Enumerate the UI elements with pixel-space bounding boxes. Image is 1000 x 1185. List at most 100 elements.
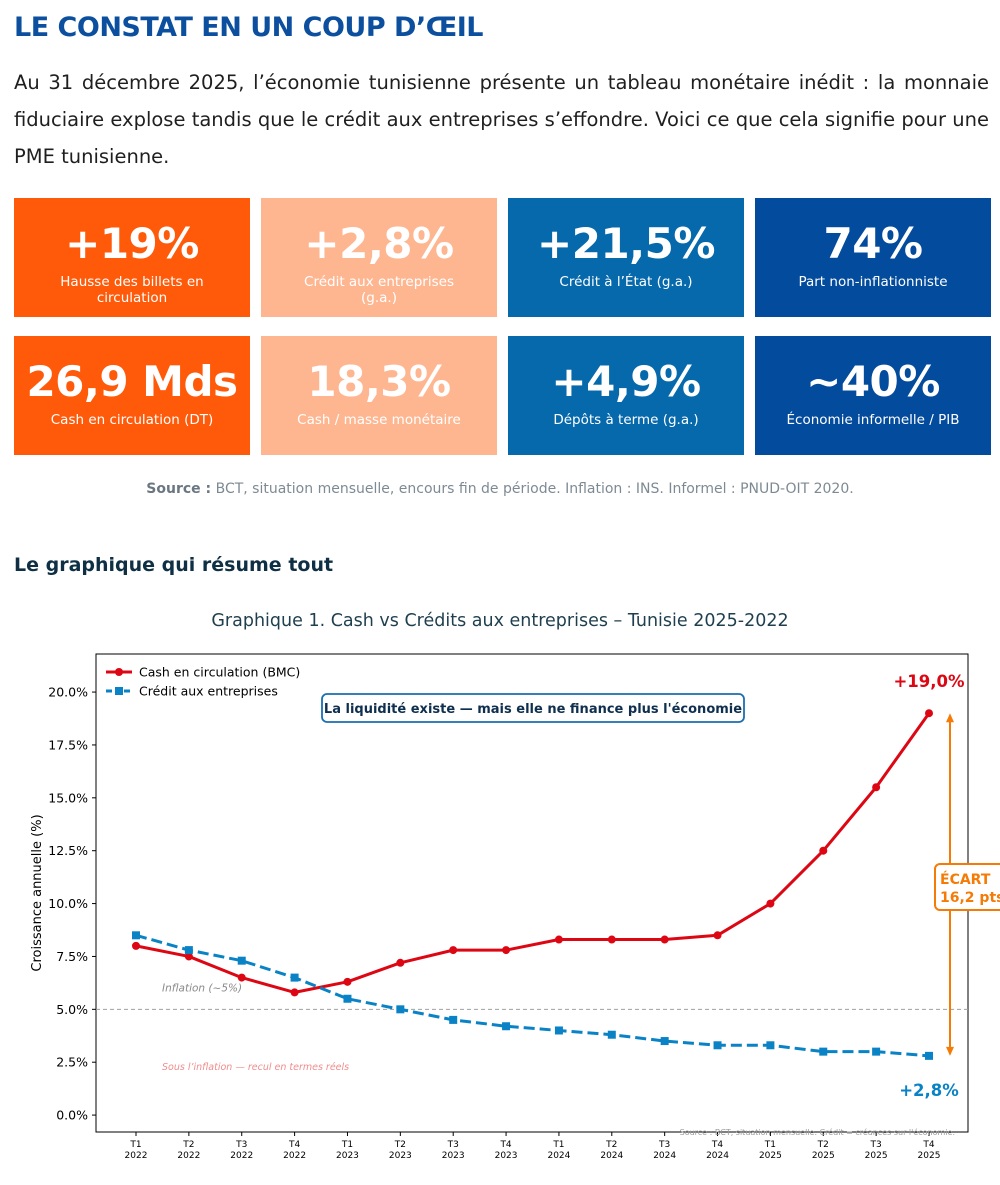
cash-data-point — [660, 935, 669, 944]
credit-data-point — [237, 956, 246, 965]
x-tick-label-year: 2024 — [653, 1151, 676, 1161]
cash-data-point — [132, 941, 140, 950]
x-tick-label-year: 2025 — [812, 1151, 835, 1161]
section-subtitle: Le graphique qui résume tout — [14, 554, 334, 576]
x-tick-label-year: 2022 — [125, 1151, 148, 1161]
cash-data-point — [554, 935, 563, 944]
x-tick-label-year: 2023 — [389, 1151, 412, 1161]
cash-data-point — [819, 846, 828, 855]
credit-data-point — [554, 1026, 563, 1035]
kpi-value: +2,8% — [304, 219, 454, 268]
cash-data-point — [237, 973, 246, 982]
cash-data-point — [396, 958, 405, 967]
x-tick-label-year: 2025 — [759, 1151, 782, 1161]
kpi-label: Dépôts à terme (g.a.) — [553, 412, 699, 428]
credit-data-point — [343, 994, 352, 1003]
below-inflation-note: Sous l’inflation — recul en termes réels — [162, 1062, 349, 1073]
end-label-credit: +2,8% — [899, 1081, 959, 1100]
credit-data-point — [819, 1047, 828, 1056]
kpi-label: Crédit aux entreprises (g.a.) — [304, 274, 454, 306]
callout-text: La liquidité existe — mais elle ne finan… — [324, 702, 742, 717]
x-tick-label-quarter: T3 — [658, 1140, 670, 1150]
y-tick-label: 5.0% — [56, 1002, 88, 1017]
cash-data-point — [925, 709, 933, 718]
gap-label-line2: 16,2 pts — [940, 890, 1000, 906]
cash-data-point — [502, 946, 511, 955]
chart-source-note: Source : BCT, situation mensuelle. Crédi… — [680, 1127, 955, 1137]
x-tick-label-year: 2025 — [865, 1151, 888, 1161]
gap-arrow-head-top — [946, 713, 954, 723]
x-tick-label-quarter: T3 — [235, 1140, 247, 1150]
x-tick-label-quarter: T1 — [341, 1140, 353, 1150]
intro-paragraph: Au 31 décembre 2025, l’économie tunisien… — [14, 71, 989, 168]
x-tick-label-quarter: T4 — [288, 1140, 300, 1150]
kpi-label: Crédit à l’État (g.a.) — [559, 274, 693, 290]
credit-data-point — [290, 973, 299, 982]
kpi-card: 74% Part non-inflationniste — [755, 198, 991, 317]
kpi-card: +2,8% Crédit aux entreprises (g.a.) — [261, 198, 497, 317]
x-tick-label-year: 2024 — [547, 1151, 570, 1161]
x-tick-label-quarter: T2 — [182, 1140, 194, 1150]
source-label: Source : — [146, 481, 212, 497]
cash-series-line — [135, 712, 931, 994]
credit-data-point — [607, 1030, 616, 1039]
y-tick-label: 20.0% — [48, 685, 88, 700]
kpi-value: 26,9 Mds — [26, 357, 238, 406]
kpi-label: Économie informelle / PIB — [786, 412, 960, 428]
kpi-label: Part non-inflationniste — [798, 274, 948, 290]
credit-data-point — [766, 1041, 775, 1050]
y-tick-label: 2.5% — [56, 1055, 88, 1070]
x-tick-label-year: 2022 — [177, 1151, 200, 1161]
credit-data-point — [396, 1005, 405, 1014]
x-tick-label-quarter: T2 — [394, 1140, 406, 1150]
gap-label-box — [934, 863, 1000, 911]
credit-data-point — [713, 1041, 722, 1050]
cash-data-point — [343, 977, 352, 986]
kpi-label: Cash / masse monétaire — [297, 412, 461, 428]
y-tick-label: 12.5% — [48, 843, 88, 858]
cash-data-point — [872, 783, 881, 792]
kpi-value: 18,3% — [307, 357, 451, 406]
legend-marker — [115, 668, 123, 676]
credit-data-point — [184, 946, 193, 955]
credit-data-point — [449, 1015, 458, 1024]
plot-frame — [95, 653, 969, 1133]
credit-series-line — [135, 933, 930, 1058]
credit-data-point — [925, 1051, 933, 1060]
x-tick-label-quarter: T1 — [129, 1140, 141, 1150]
cash-data-point — [449, 946, 458, 955]
x-tick-label-quarter: T3 — [870, 1140, 882, 1150]
kpi-grid: +19% Hausse des billets en circulation +2,… — [14, 198, 992, 455]
y-tick-label: 17.5% — [48, 737, 88, 752]
source-note: Source : BCT, situation mensuelle, encou… — [0, 481, 1000, 497]
credit-data-point — [132, 931, 140, 940]
x-tick-label-quarter: T4 — [499, 1140, 511, 1150]
page-title: LE CONSTAT EN UN COUP D’ŒIL — [14, 12, 483, 43]
kpi-value: +19% — [65, 219, 199, 268]
y-tick-label: 15.0% — [48, 790, 88, 805]
inflation-label: Inflation (~5%) — [162, 982, 242, 994]
chart-title: Graphique 1. Cash vs Crédits aux entrepr… — [211, 611, 789, 631]
x-tick-label-year: 2025 — [918, 1151, 941, 1161]
kpi-label: Cash en circulation (DT) — [50, 412, 214, 428]
kpi-card: 18,3% Cash / masse monétaire — [261, 336, 497, 455]
kpi-value: +4,9% — [551, 357, 701, 406]
cash-data-point — [607, 935, 616, 944]
cash-data-point — [184, 952, 193, 961]
source-text: BCT, situation mensuelle, encours fin de… — [211, 481, 854, 497]
gap-label-line1: ÉCART — [940, 871, 991, 888]
gap-arrow-head-bottom — [946, 1046, 954, 1056]
cash-data-point — [713, 931, 722, 940]
x-tick-label-quarter: T4 — [922, 1140, 934, 1150]
x-tick-label-quarter: T3 — [447, 1140, 459, 1150]
x-tick-label-year: 2023 — [442, 1151, 465, 1161]
credit-data-point — [872, 1047, 881, 1056]
credit-data-point — [660, 1037, 669, 1046]
kpi-card: +21,5% Crédit à l’État (g.a.) — [508, 198, 744, 317]
x-tick-label-year: 2023 — [336, 1151, 359, 1161]
legend-label: Crédit aux entreprises — [139, 684, 278, 699]
x-tick-label-year: 2024 — [600, 1151, 623, 1161]
x-tick-label-year: 2024 — [706, 1151, 729, 1161]
kpi-value: +21,5% — [537, 219, 715, 268]
legend-marker — [115, 687, 123, 695]
